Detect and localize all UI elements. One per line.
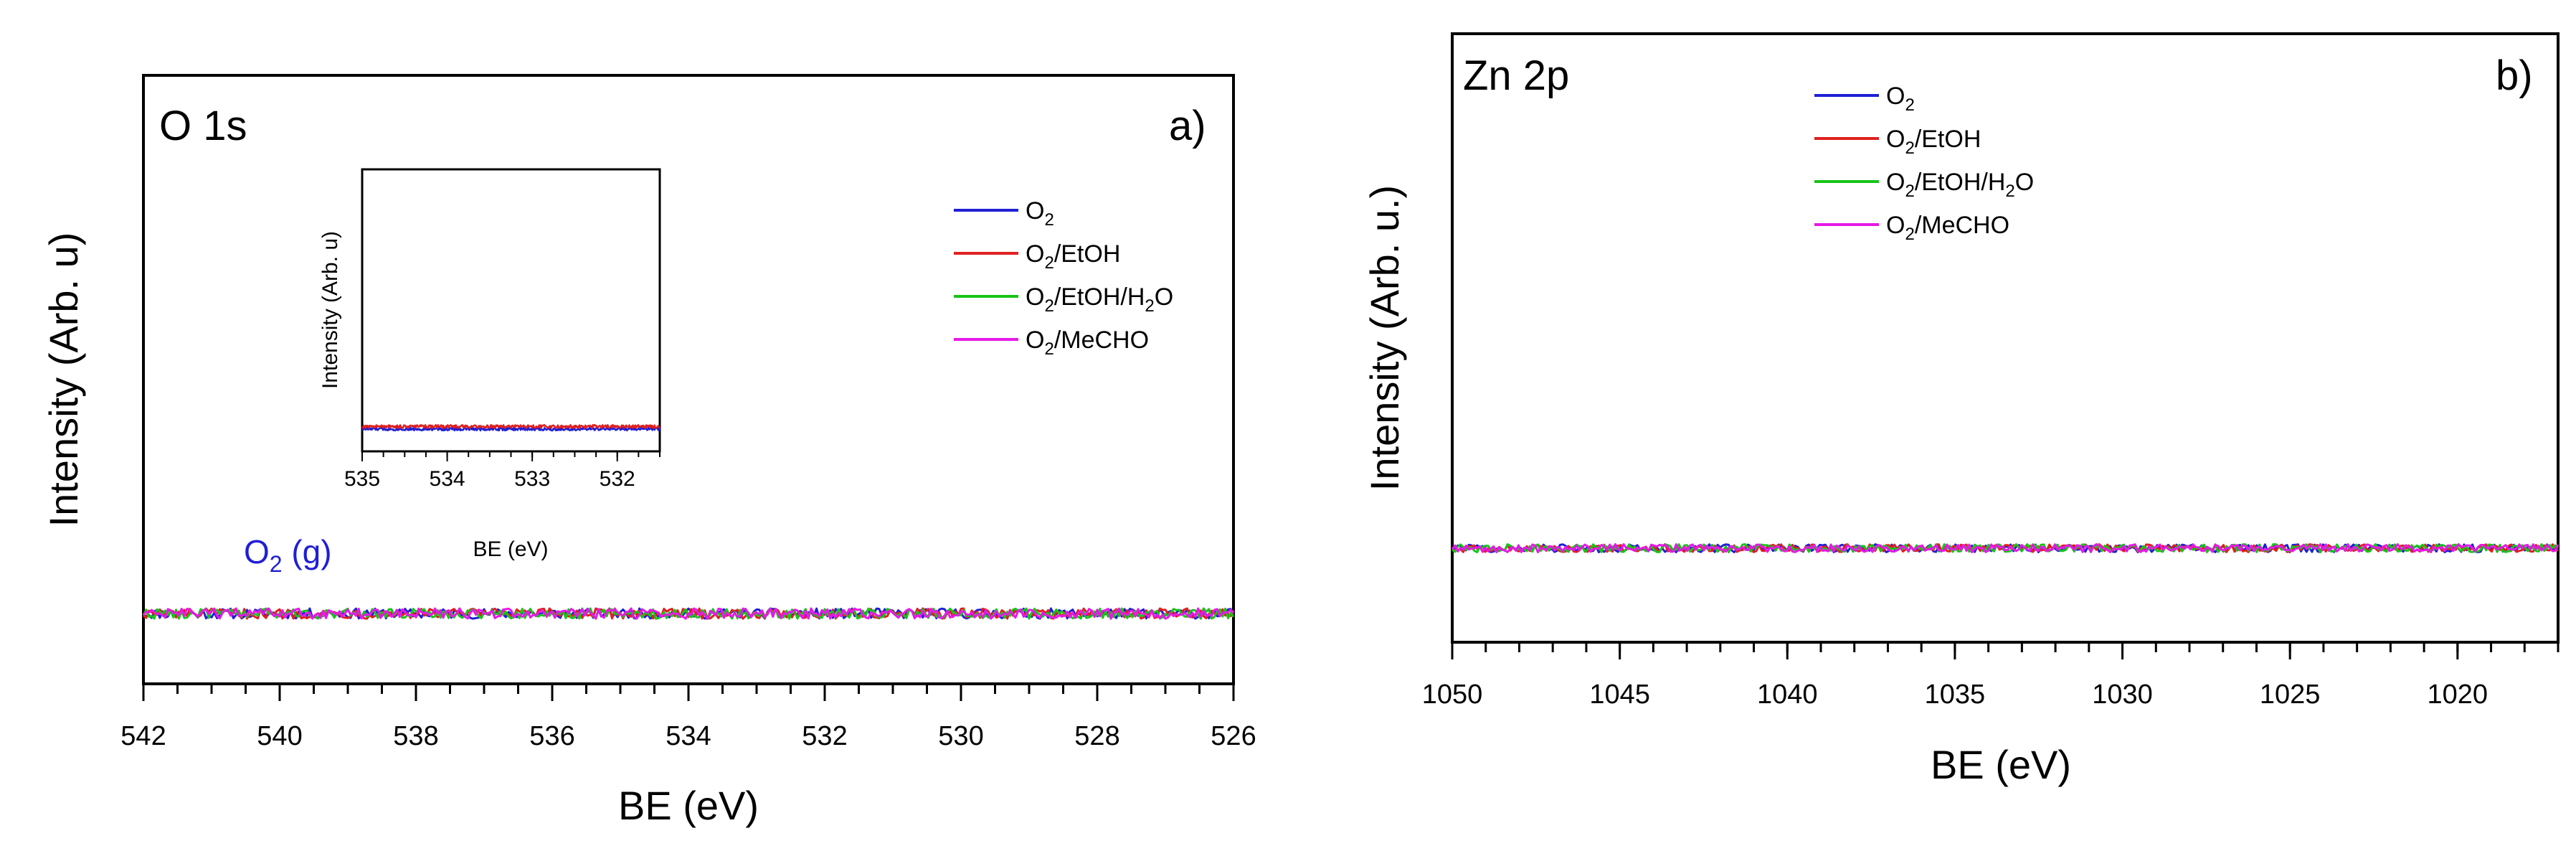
panel-a-y-axis-label: Intensity (Arb. u) — [41, 232, 86, 527]
panel-a-legend: O2 O2/EtOH O2/EtOH/H2O O2/MeCHO — [954, 197, 1173, 359]
o2-gas-annotation: O2 (g) — [244, 533, 332, 577]
x-tick-label: 535 — [344, 467, 380, 491]
panel-a-legend-label-o2-etoh: O2/EtOH — [1026, 240, 1120, 273]
panel-a-x-axis-label: BE (eV) — [618, 783, 759, 828]
panel-b-panel-label: b) — [2496, 52, 2533, 99]
inset-x-axis-label: BE (eV) — [473, 537, 548, 561]
inset-series-group — [361, 423, 661, 432]
x-tick-label: 538 — [393, 721, 438, 751]
panel-b-legend-label-o2: O2 — [1886, 83, 1915, 115]
panel-b: 1050 1045 1040 1035 1030 1025 1020 Zn 2p b) BE… — [1362, 32, 2560, 787]
panel-a-region-label: O 1s — [159, 103, 247, 149]
o2-gas-annotation-tail: (g) — [283, 533, 332, 570]
panel-b-x-axis-label: BE (eV) — [1931, 742, 2071, 787]
x-tick-label: 540 — [257, 721, 302, 751]
x-tick-label: 532 — [600, 467, 635, 491]
x-tick-label: 1045 — [1589, 680, 1650, 710]
x-tick-label: 1020 — [2428, 680, 2489, 710]
panel-a-plot-frame — [142, 74, 1235, 685]
x-tick-label: 530 — [938, 721, 983, 751]
x-tick-label: 532 — [802, 721, 847, 751]
x-tick-label: 1030 — [2092, 680, 2153, 710]
x-tick-label: 1035 — [1925, 680, 1986, 710]
panel-a-legend-label-o2: O2 — [1026, 197, 1054, 230]
panel-a-legend-label-o2-etoh-h2o: O2/EtOH/H2O — [1026, 283, 1173, 316]
x-tick-label: 526 — [1211, 721, 1256, 751]
series-line-o2-mecho — [142, 607, 1235, 620]
inset-chart: 535 534 533 532 BE (eV) Intensity (Arb. u) — [318, 168, 661, 561]
x-tick-label: 536 — [529, 721, 574, 751]
panel-a: 542 540 538 536 534 532 530 528 526 O 1s a) BE (… — [41, 74, 1256, 828]
o2-gas-annotation-main: O — [244, 533, 270, 570]
inset-y-axis-label: Intensity (Arb. u) — [318, 231, 342, 389]
panel-b-legend: O2 O2/EtOH O2/EtOH/H2O O2/MeCHO — [1814, 83, 2034, 244]
panel-a-x-ticks: 542 540 538 536 534 532 530 528 526 — [120, 684, 1256, 751]
panel-b-region-label: Zn 2p — [1463, 52, 1569, 99]
series-line-o2-mecho — [1451, 543, 2560, 553]
panel-a-series-group — [142, 607, 1235, 620]
x-tick-label: 1050 — [1422, 680, 1483, 710]
x-tick-label: 534 — [666, 721, 711, 751]
panel-b-legend-label-o2-etoh-h2o: O2/EtOH/H2O — [1886, 169, 2034, 201]
inset-x-ticks: 535 534 533 532 — [344, 451, 660, 491]
series-line-o2-etoh — [361, 423, 660, 429]
x-tick-label: 1025 — [2260, 680, 2321, 710]
panel-b-x-ticks: 1050 1045 1040 1035 1030 1025 1020 — [1422, 642, 2560, 710]
panel-b-plot-frame — [1451, 32, 2560, 644]
panel-b-legend-label-o2-etoh: O2/EtOH — [1886, 126, 1981, 158]
panel-a-panel-label: a) — [1169, 103, 1206, 149]
panel-a-legend-label-o2-mecho: O2/MeCHO — [1026, 326, 1149, 359]
o2-gas-annotation-subscript: 2 — [270, 551, 283, 577]
x-tick-label: 542 — [120, 721, 166, 751]
panel-b-y-axis-label: Intensity (Arb. u.) — [1362, 185, 1407, 491]
x-tick-label: 534 — [430, 467, 465, 491]
inset-plot-frame — [361, 168, 661, 453]
panel-b-series-group — [1451, 543, 2560, 553]
x-tick-label: 1040 — [1757, 680, 1818, 710]
x-tick-label: 528 — [1074, 721, 1119, 751]
x-tick-label: 533 — [514, 467, 550, 491]
panel-b-legend-label-o2-mecho: O2/MeCHO — [1886, 212, 2009, 244]
